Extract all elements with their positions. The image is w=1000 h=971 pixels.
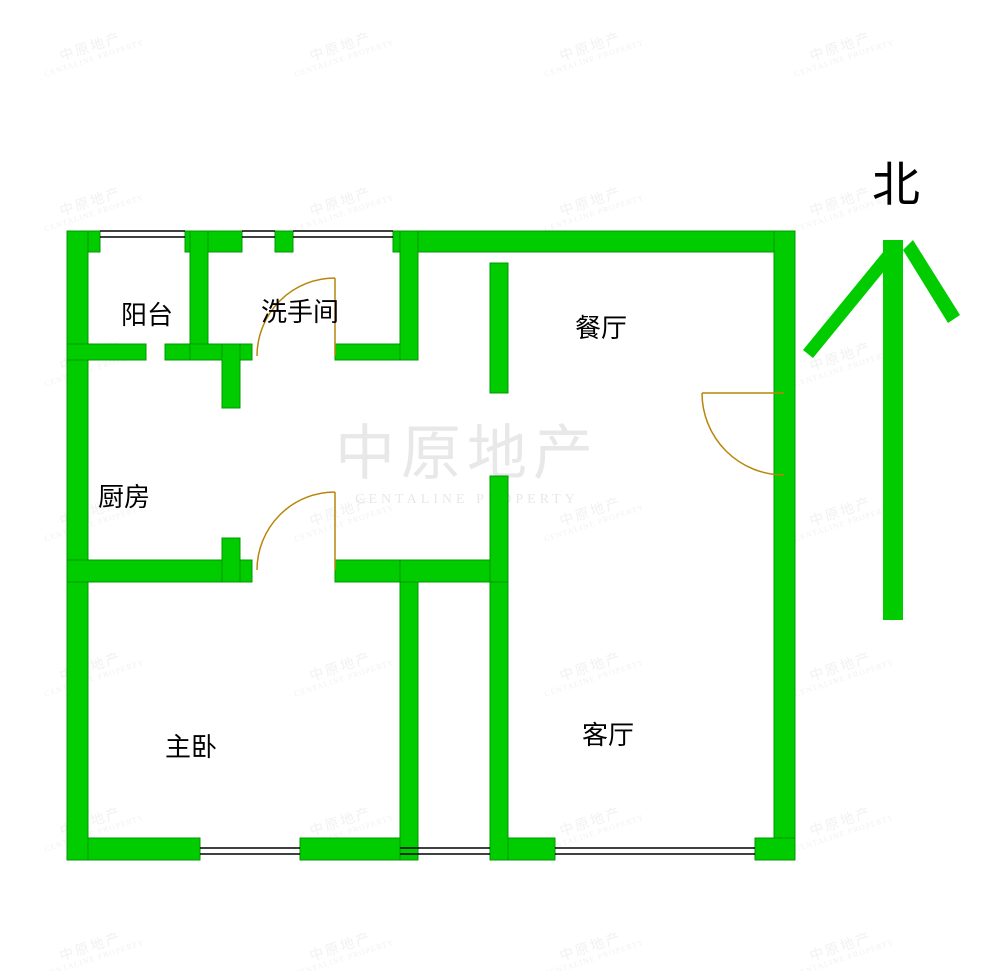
wall-dining-divider-bottom <box>490 476 508 582</box>
wall-bathroom-right-wall <box>400 231 418 360</box>
wall-bathroom-bottom-wall-l <box>190 344 252 360</box>
wall-outer-top-gap1b <box>275 231 293 252</box>
room-label-kitchen: 厨房 <box>98 477 150 514</box>
compass-group <box>803 240 960 620</box>
room-label-bathroom: 洗手间 <box>261 292 339 329</box>
wall-kitchen-stub <box>222 344 240 408</box>
wall-balcony-bottom-wall <box>67 344 146 360</box>
wall-bedroom-right-wall <box>400 560 418 860</box>
wall-living-divider-bottom <box>490 560 508 860</box>
room-label-balcony: 阳台 <box>121 295 173 332</box>
room-label-dining: 餐厅 <box>575 308 627 345</box>
compass-shaft <box>883 240 903 620</box>
room-label-living: 客厅 <box>582 715 634 752</box>
wall-outer-bottom-right-seg <box>755 838 795 860</box>
wall-mid-stub-up <box>222 538 240 582</box>
walls-group <box>67 231 795 860</box>
room-label-bedroom: 主卧 <box>165 727 217 764</box>
wall-outer-top-right-run <box>393 231 795 252</box>
wall-dining-divider-top <box>490 263 508 393</box>
door-arc-entry-door <box>702 393 784 475</box>
door-arc-bedroom-door <box>257 492 335 570</box>
wall-balcony-right-wall <box>190 231 208 360</box>
compass-head_right <box>903 240 960 323</box>
wall-outer-left <box>67 231 88 860</box>
compass-north-label: 北 <box>872 145 920 215</box>
wall-outer-right <box>774 231 795 860</box>
wall-outer-bottom-left-seg2 <box>300 838 400 860</box>
